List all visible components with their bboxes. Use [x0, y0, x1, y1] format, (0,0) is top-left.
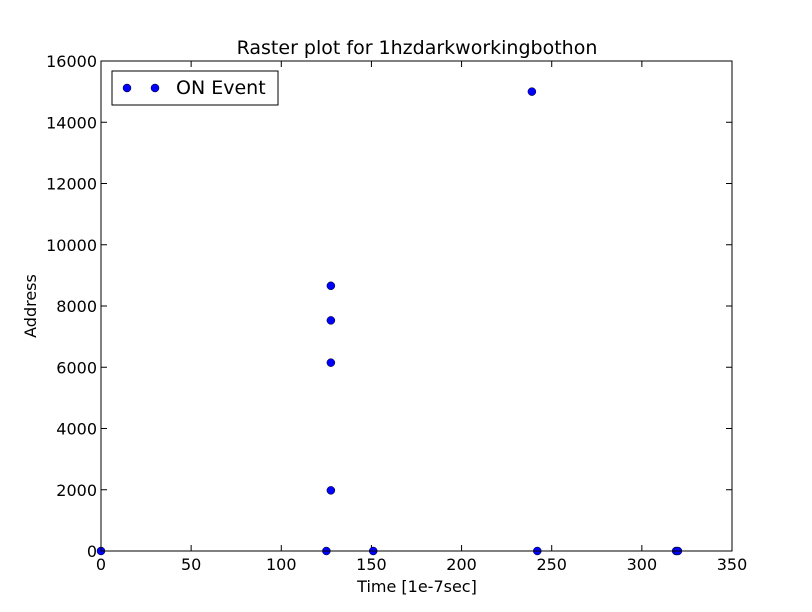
x-tick-label: 150: [356, 555, 387, 574]
plot-frame: [100, 60, 733, 552]
y-tick-label: 10000: [46, 236, 97, 255]
x-tick-label: 50: [181, 555, 201, 574]
y-tick-label: 6000: [56, 358, 97, 377]
y-tick-label: 14000: [46, 113, 97, 132]
y-tick-label: 2000: [56, 481, 97, 500]
data-point: [326, 281, 336, 291]
x-tick-label: 100: [266, 555, 297, 574]
x-tick-label: 200: [446, 555, 477, 574]
legend-label: ON Event: [176, 77, 266, 99]
axis-ticks: 0 50 100 150 200 250 300 350 0 2000 4000 6000 8000 10…: [46, 52, 747, 574]
x-tick-label: 250: [536, 555, 567, 574]
y-axis-label: Address: [21, 274, 40, 338]
legend-box: [111, 70, 279, 106]
legend-marker-2: [150, 83, 160, 93]
chart-title: Raster plot for 1hzdarkworkingbothon: [237, 37, 598, 59]
y-tick-label: 12000: [46, 175, 97, 194]
x-tick-label: 350: [717, 555, 748, 574]
legend-marker-1: [122, 83, 132, 93]
y-tick-label: 0: [87, 542, 97, 561]
data-point: [326, 358, 336, 367]
y-tick-label: 8000: [56, 297, 97, 316]
legend: ON Event: [111, 70, 279, 106]
y-tick-label: 4000: [56, 420, 97, 439]
data-point: [326, 486, 336, 495]
data-point: [326, 316, 336, 325]
x-tick-label: 300: [627, 555, 658, 574]
data-point: [527, 87, 537, 96]
x-tick-label: 0: [96, 555, 106, 574]
y-tick-label: 16000: [46, 52, 97, 71]
x-axis-label: Time [1e-7sec]: [356, 577, 477, 596]
